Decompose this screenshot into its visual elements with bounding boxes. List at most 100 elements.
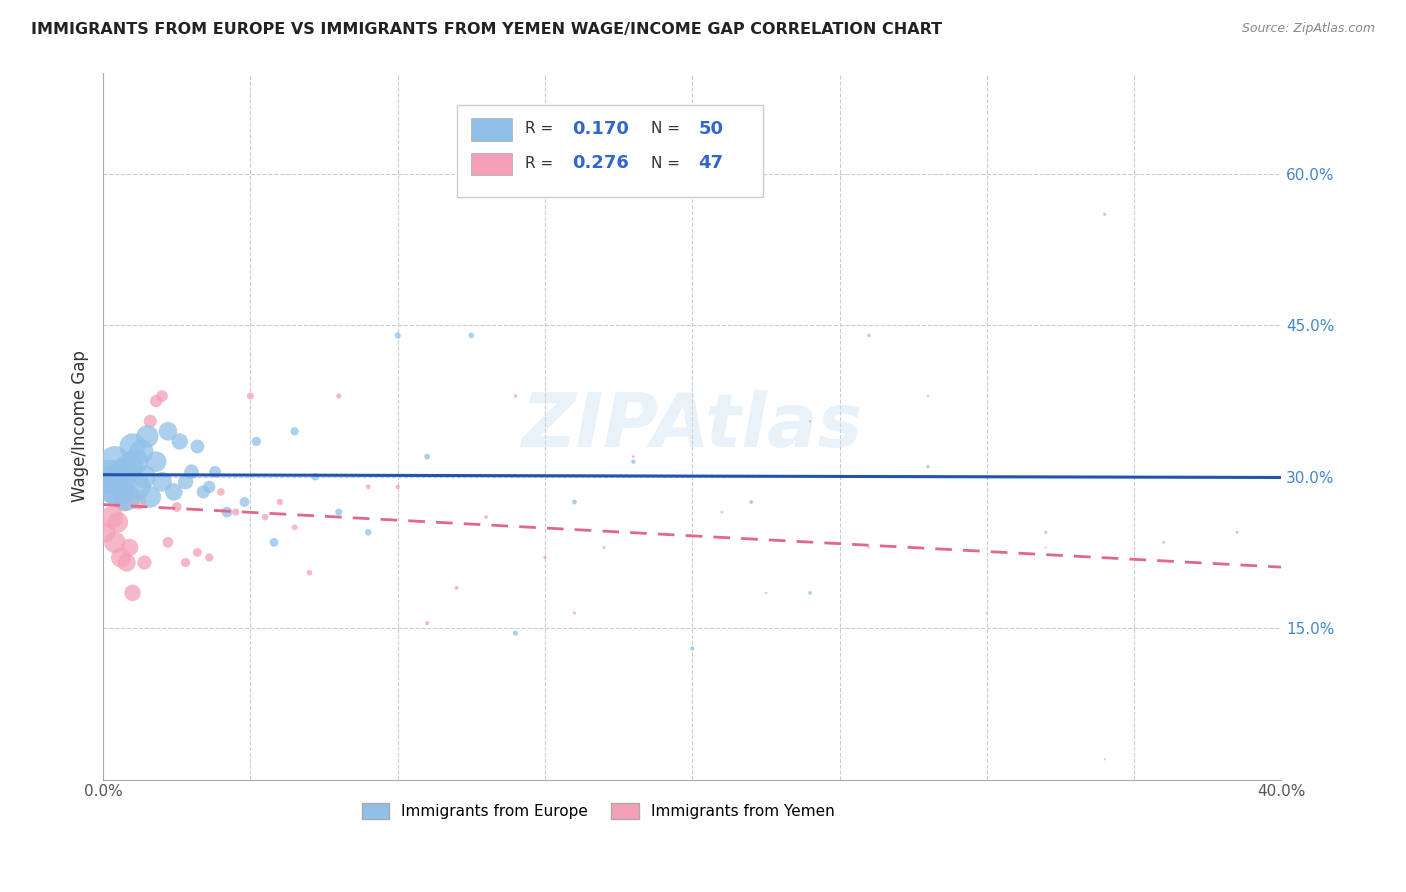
Point — [115, 490, 138, 504]
Point — [446, 581, 468, 595]
Point — [621, 450, 644, 464]
Text: N =: N = — [651, 156, 685, 171]
Point — [121, 440, 143, 454]
Point — [239, 389, 262, 403]
Point — [284, 425, 307, 439]
FancyBboxPatch shape — [471, 153, 512, 176]
Point — [115, 556, 138, 570]
Point — [186, 440, 208, 454]
Point — [174, 475, 197, 489]
Point — [118, 459, 141, 474]
Point — [180, 465, 202, 479]
Point — [475, 510, 498, 524]
Y-axis label: Wage/Income Gap: Wage/Income Gap — [72, 351, 89, 502]
Text: R =: R = — [524, 156, 558, 171]
Point — [976, 606, 998, 620]
Point — [98, 469, 121, 483]
Point — [1153, 535, 1175, 549]
Point — [799, 586, 821, 600]
Point — [1035, 541, 1057, 555]
Point — [976, 469, 998, 483]
Point — [505, 389, 527, 403]
Point — [198, 480, 221, 494]
Point — [110, 550, 132, 565]
Point — [186, 545, 208, 559]
Point — [112, 465, 135, 479]
Point — [107, 484, 129, 499]
Point — [328, 389, 350, 403]
Point — [104, 455, 127, 469]
Point — [858, 328, 880, 343]
Point — [357, 525, 380, 540]
Point — [139, 490, 162, 504]
Point — [145, 455, 167, 469]
Point — [387, 328, 409, 343]
Point — [1035, 525, 1057, 540]
Point — [166, 500, 188, 514]
Point — [233, 495, 256, 509]
Point — [94, 525, 117, 540]
Point — [505, 626, 527, 640]
Point — [124, 455, 146, 469]
Point — [101, 510, 124, 524]
Point — [204, 465, 226, 479]
Point — [198, 550, 221, 565]
Point — [193, 484, 215, 499]
Point — [225, 505, 247, 519]
Point — [681, 641, 703, 656]
Point — [150, 389, 173, 403]
Point — [799, 414, 821, 428]
Point — [156, 425, 179, 439]
Point — [131, 444, 153, 458]
Point — [416, 616, 439, 631]
Point — [112, 495, 135, 509]
Point — [298, 566, 321, 580]
Point — [917, 459, 939, 474]
Point — [150, 475, 173, 489]
Point — [357, 480, 380, 494]
Point — [593, 541, 616, 555]
Point — [110, 475, 132, 489]
Point — [163, 484, 186, 499]
Point — [564, 495, 586, 509]
Point — [127, 480, 149, 494]
Point — [127, 495, 149, 509]
Point — [174, 556, 197, 570]
Point — [1226, 525, 1249, 540]
Point — [304, 469, 326, 483]
Point — [215, 505, 238, 519]
Point — [666, 469, 689, 483]
Point — [101, 480, 124, 494]
Point — [328, 505, 350, 519]
Legend: Immigrants from Europe, Immigrants from Yemen: Immigrants from Europe, Immigrants from … — [356, 797, 841, 825]
Point — [254, 510, 277, 524]
Text: 0.170: 0.170 — [572, 120, 628, 137]
Point — [858, 541, 880, 555]
Point — [156, 535, 179, 549]
FancyBboxPatch shape — [457, 104, 763, 196]
Text: IMMIGRANTS FROM EUROPE VS IMMIGRANTS FROM YEMEN WAGE/INCOME GAP CORRELATION CHAR: IMMIGRANTS FROM EUROPE VS IMMIGRANTS FRO… — [31, 22, 942, 37]
Point — [710, 505, 733, 519]
Point — [621, 455, 644, 469]
Point — [1094, 207, 1116, 221]
Point — [118, 541, 141, 555]
Point — [134, 469, 156, 483]
Point — [917, 389, 939, 403]
Text: 50: 50 — [699, 120, 723, 137]
Point — [107, 515, 129, 529]
Point — [139, 414, 162, 428]
Point — [387, 480, 409, 494]
Point — [740, 495, 762, 509]
Point — [1094, 752, 1116, 766]
Point — [121, 586, 143, 600]
FancyBboxPatch shape — [471, 119, 512, 141]
Text: 0.276: 0.276 — [572, 154, 628, 172]
Point — [460, 328, 482, 343]
Point — [564, 606, 586, 620]
Point — [284, 520, 307, 534]
Point — [209, 484, 232, 499]
Point — [269, 495, 291, 509]
Text: 47: 47 — [699, 154, 723, 172]
Text: Source: ZipAtlas.com: Source: ZipAtlas.com — [1241, 22, 1375, 36]
Text: N =: N = — [651, 121, 685, 136]
